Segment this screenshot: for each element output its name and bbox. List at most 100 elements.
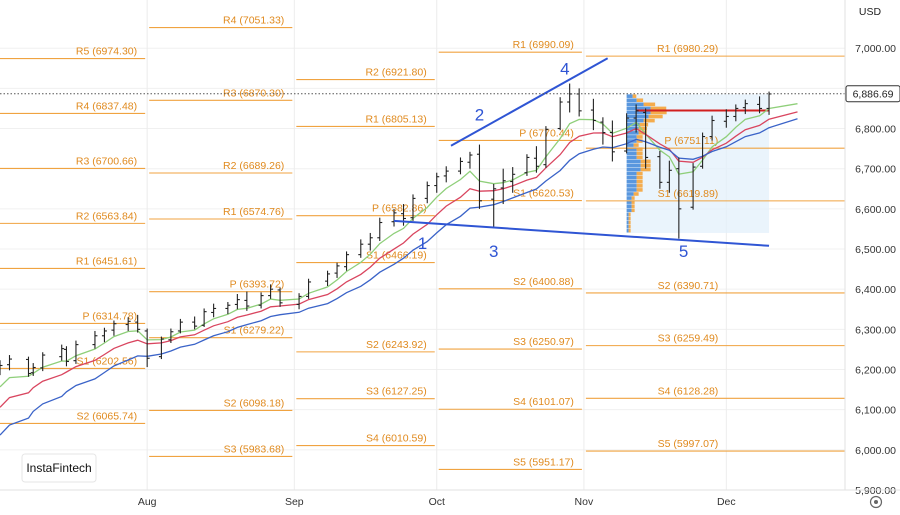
pivot-label: R1 (6574.76) xyxy=(223,206,284,218)
ohlc-bar xyxy=(690,163,696,210)
ohlc-bar xyxy=(6,355,12,371)
ohlc-bar xyxy=(258,292,264,309)
ohlc-bar xyxy=(344,251,350,271)
ohlc-bar xyxy=(666,160,672,193)
pivot-label: R3 (6870.30) xyxy=(223,87,284,99)
ohlc-bar xyxy=(624,113,630,154)
price-tick: 6,300.00 xyxy=(855,324,896,336)
profile-bar-down xyxy=(626,94,633,98)
ohlc-bar xyxy=(92,330,98,349)
moving-averages xyxy=(0,103,798,436)
price-tick: 6,100.00 xyxy=(855,405,896,417)
time-tick: Sep xyxy=(285,496,304,508)
ohlc-bar xyxy=(201,308,207,327)
ohlc-bar xyxy=(733,104,739,122)
profile-bar-down xyxy=(626,135,637,139)
profile-bar-up xyxy=(636,151,643,156)
price-tick: 6,200.00 xyxy=(855,365,896,377)
ma-fast-line xyxy=(0,103,798,388)
ohlc-bar xyxy=(757,96,763,114)
pivot-label: S1 (6619.89) xyxy=(658,188,719,200)
profile-bar-up xyxy=(636,135,643,139)
pivot-label: R1 (6805.13) xyxy=(365,113,426,125)
ohlc-bar xyxy=(192,316,198,330)
pivot-label: R4 (6837.48) xyxy=(76,100,137,112)
settings-button[interactable] xyxy=(869,495,883,509)
price-axis: 5,900.00 6,000.00 6,100.00 6,200.00 6,300.00… xyxy=(844,0,896,497)
ohlc-bar xyxy=(59,344,65,361)
profile-bar-up xyxy=(636,155,643,160)
profile-bar-down xyxy=(626,98,637,103)
ohlc-bar xyxy=(609,120,615,162)
profile-bar-down xyxy=(626,192,634,196)
pivot-label: S4 (6128.28) xyxy=(658,385,719,397)
ohlc-bar xyxy=(557,97,563,131)
pivot-label: P (6770.44) xyxy=(519,127,574,139)
ohlc-bar xyxy=(723,109,729,128)
profile-bar-down xyxy=(626,147,637,151)
ohlc-bar xyxy=(268,284,274,299)
profile-bar-up xyxy=(639,122,649,127)
profile-bar-down xyxy=(626,131,639,135)
profile-bar-down xyxy=(626,175,637,180)
profile-bar-down xyxy=(626,216,629,221)
ohlc-bar xyxy=(234,294,240,310)
pivot-label: R3 (6700.66) xyxy=(76,155,137,167)
ohlc-bar xyxy=(600,117,606,145)
brand-badge: InstaFintech xyxy=(21,453,97,483)
time-tick: Nov xyxy=(575,496,594,508)
ohlc-bar xyxy=(657,151,663,189)
pivot-label: S1 (6279.22) xyxy=(224,325,285,337)
pivot-label: P (6314.78) xyxy=(82,310,137,322)
profile-bar-up xyxy=(636,98,644,103)
profile-bar-up xyxy=(636,179,643,184)
pivot-label: S1 (6202.56) xyxy=(76,355,137,367)
ohlc-bar xyxy=(676,157,682,239)
profile-bar-down xyxy=(626,184,637,188)
ohlc-bar xyxy=(40,352,46,372)
ohlc-bar xyxy=(244,291,250,311)
ma-mid-line xyxy=(0,111,798,408)
profile-bar-up xyxy=(636,175,643,180)
ohlc-bar xyxy=(135,314,141,333)
profile-bar-down xyxy=(626,118,644,123)
ohlc-bar xyxy=(306,278,312,299)
wave-label-3: 3 xyxy=(489,242,498,261)
time-tick: Aug xyxy=(138,496,157,508)
trendline xyxy=(393,219,770,247)
profile-bar-up xyxy=(636,171,643,176)
ohlc-bar xyxy=(63,346,69,367)
profile-bar-down xyxy=(626,228,629,233)
ohlc-bar xyxy=(377,217,383,241)
ohlc-bar xyxy=(709,115,715,141)
wave-annotations: 1 2 3 4 5 xyxy=(393,57,770,261)
pivot-label: R1 (6451.61) xyxy=(76,255,137,267)
trendline xyxy=(450,57,609,147)
currency-label[interactable]: USD xyxy=(859,6,882,18)
ohlc-bar xyxy=(457,157,463,175)
ohlc-bar xyxy=(225,302,231,315)
pivot-label: S3 (6250.97) xyxy=(513,336,574,348)
pivot-levels: R5 (6974.30) R4 (6837.48) R3 (6700.66) R2 (… xyxy=(0,15,845,470)
ohlc-bar xyxy=(391,208,397,227)
ohlc-bar xyxy=(367,232,373,251)
pivot-label: R1 (6990.09) xyxy=(513,39,574,51)
profile-bar-up xyxy=(640,167,651,172)
pivot-label: P (6393.72) xyxy=(230,279,285,291)
ohlc-bar xyxy=(158,336,164,360)
wave-label-4: 4 xyxy=(560,59,569,78)
ohlc-bar xyxy=(476,144,482,209)
profile-bar-down xyxy=(626,224,629,229)
ohlc-bar xyxy=(510,167,516,193)
price-tick: 6,400.00 xyxy=(855,284,896,296)
settings-icon[interactable] xyxy=(869,495,883,509)
pivot-label: S5 (5997.07) xyxy=(658,438,719,450)
profile-bar-up xyxy=(636,188,643,192)
profile-bar-down xyxy=(626,196,632,200)
ohlc-bar xyxy=(491,183,497,227)
ohlc-bar xyxy=(111,320,117,336)
profile-bar-up xyxy=(628,224,631,229)
volume-profile xyxy=(626,94,770,233)
